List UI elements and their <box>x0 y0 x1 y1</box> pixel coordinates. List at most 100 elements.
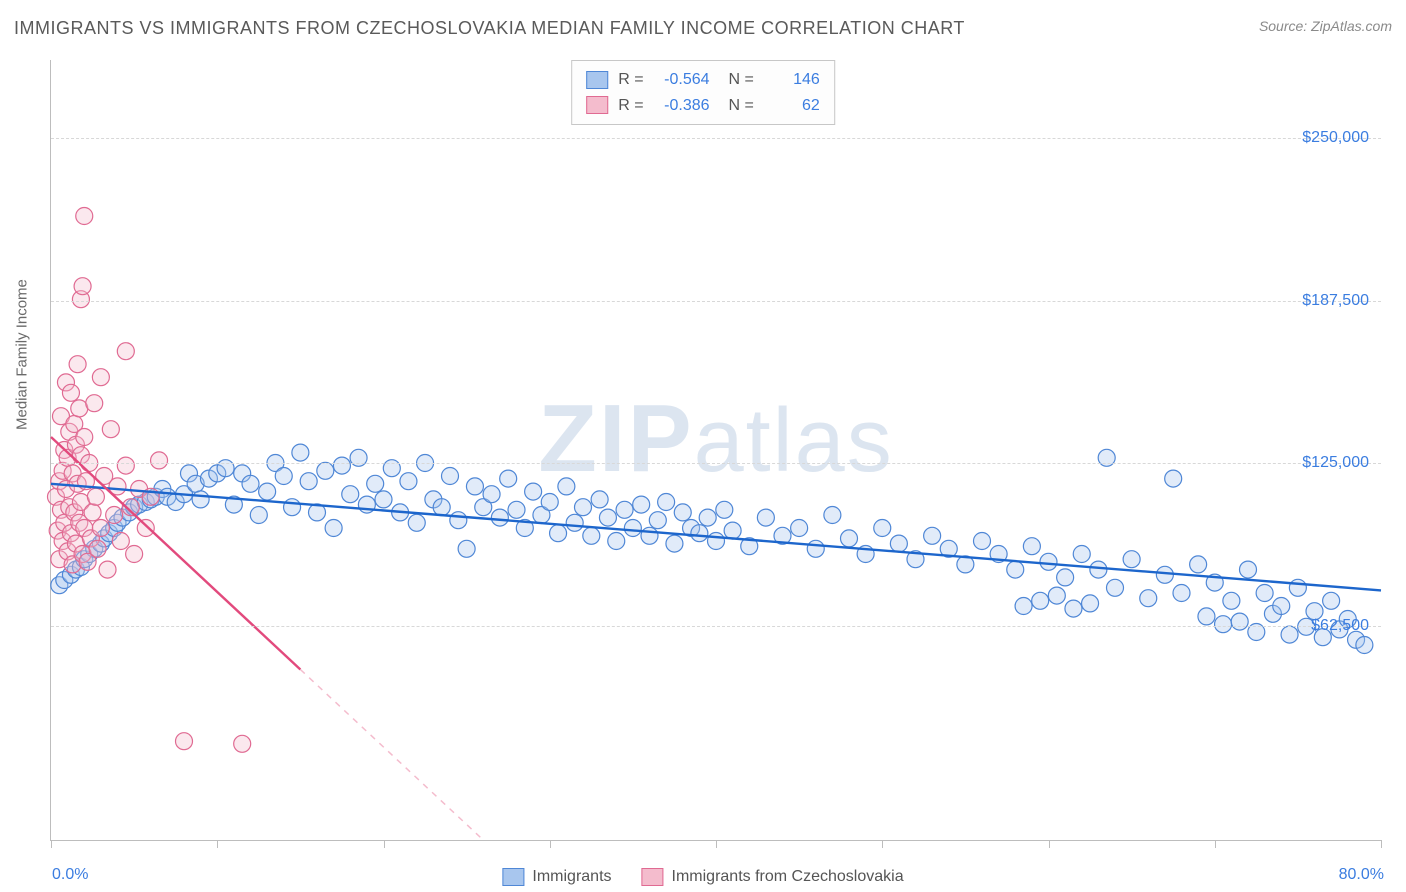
x-tick <box>384 840 385 848</box>
y-tick-label: $187,500 <box>1302 292 1369 310</box>
scatter-point <box>69 356 86 373</box>
scatter-point <box>591 491 608 508</box>
scatter-point <box>1256 585 1273 602</box>
scatter-point <box>151 452 168 469</box>
scatter-point <box>275 468 292 485</box>
scatter-point <box>1323 592 1340 609</box>
scatter-point <box>1032 592 1049 609</box>
scatter-point <box>1065 600 1082 617</box>
scatter-point <box>757 509 774 526</box>
scatter-point <box>1048 587 1065 604</box>
x-tick <box>1049 840 1050 848</box>
scatter-point <box>62 384 79 401</box>
scatter-point <box>117 343 134 360</box>
legend-label-1: Immigrants from Czechoslovakia <box>672 868 904 886</box>
x-tick <box>882 840 883 848</box>
stat-n-label: N = <box>720 93 754 119</box>
scatter-point <box>716 501 733 518</box>
scatter-point <box>1281 626 1298 643</box>
scatter-point <box>1198 608 1215 625</box>
swatch-czechoslovakia <box>586 96 608 114</box>
regression-line-dashed <box>300 670 483 841</box>
scatter-point <box>86 395 103 412</box>
x-tick <box>716 840 717 848</box>
scatter-point <box>76 429 93 446</box>
scatter-point <box>641 527 658 544</box>
gridline <box>51 463 1381 464</box>
scatter-point <box>841 530 858 547</box>
scatter-point <box>483 486 500 503</box>
scatter-point <box>106 507 123 524</box>
scatter-point <box>550 525 567 542</box>
scatter-point <box>342 486 359 503</box>
stat-r-label: R = <box>618 93 643 119</box>
scatter-point <box>708 533 725 550</box>
scatter-point <box>608 533 625 550</box>
scatter-point <box>500 470 517 487</box>
scatter-point <box>924 527 941 544</box>
scatter-point <box>333 457 350 474</box>
scatter-point <box>117 457 134 474</box>
scatter-point <box>87 488 104 505</box>
scatter-point <box>1356 637 1373 654</box>
scatter-point <box>1215 616 1232 633</box>
scatter-point <box>691 525 708 542</box>
stat-r-value-1: -0.386 <box>654 93 710 119</box>
x-tick <box>1381 840 1382 848</box>
chart-title: IMMIGRANTS VS IMMIGRANTS FROM CZECHOSLOV… <box>14 18 965 39</box>
scatter-point <box>450 512 467 529</box>
scatter-point <box>616 501 633 518</box>
scatter-point <box>325 520 342 537</box>
stats-row-0: R = -0.564 N = 146 <box>586 67 820 93</box>
scatter-point <box>599 509 616 526</box>
scatter-point <box>1156 566 1173 583</box>
y-tick-label: $125,000 <box>1302 454 1369 472</box>
scatter-point <box>102 421 119 438</box>
scatter-point <box>433 499 450 516</box>
scatter-point <box>1090 561 1107 578</box>
scatter-point <box>1273 598 1290 615</box>
scatter-point <box>92 520 109 537</box>
scatter-point <box>1040 553 1057 570</box>
legend-swatch-1 <box>642 868 664 886</box>
stat-n-value-1: 62 <box>764 93 820 119</box>
scatter-point <box>259 483 276 500</box>
scatter-point <box>541 494 558 511</box>
scatter-point <box>824 507 841 524</box>
scatter-point <box>400 473 417 490</box>
legend-item-1: Immigrants from Czechoslovakia <box>642 868 904 886</box>
scatter-point <box>874 520 891 537</box>
scatter-point <box>974 533 991 550</box>
scatter-point <box>1007 561 1024 578</box>
scatter-point <box>458 540 475 557</box>
scatter-point <box>508 501 525 518</box>
scatter-point <box>367 475 384 492</box>
stat-n-label: N = <box>720 67 754 93</box>
scatter-point <box>1165 470 1182 487</box>
y-tick-label: $62,500 <box>1311 617 1369 635</box>
gridline <box>51 301 1381 302</box>
scatter-point <box>284 499 301 516</box>
scatter-point <box>99 561 116 578</box>
x-tick <box>1215 840 1216 848</box>
scatter-point <box>375 491 392 508</box>
scatter-point <box>791 520 808 537</box>
scatter-point <box>666 535 683 552</box>
scatter-point <box>566 514 583 531</box>
scatter-point <box>317 462 334 479</box>
scatter-point <box>649 512 666 529</box>
gridline <box>51 138 1381 139</box>
scatter-point <box>1190 556 1207 573</box>
plot-svg <box>51 60 1381 840</box>
scatter-point <box>1173 585 1190 602</box>
gridline <box>51 626 1381 627</box>
scatter-point <box>466 478 483 495</box>
stat-r-label: R = <box>618 67 643 93</box>
scatter-point <box>807 540 824 557</box>
legend-label-0: Immigrants <box>532 868 611 886</box>
stat-r-value-0: -0.564 <box>654 67 710 93</box>
scatter-point <box>583 527 600 544</box>
scatter-point <box>1231 613 1248 630</box>
series-legend: Immigrants Immigrants from Czechoslovaki… <box>502 868 903 886</box>
scatter-point <box>1073 546 1090 563</box>
